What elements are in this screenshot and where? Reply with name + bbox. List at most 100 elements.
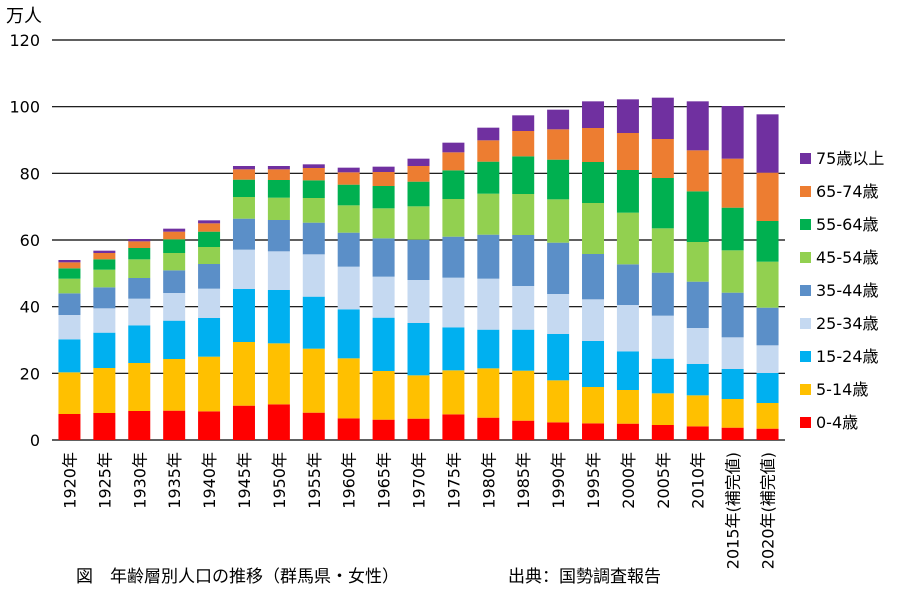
bar-segment	[477, 368, 500, 418]
x-tick-label: 2000年	[619, 452, 638, 509]
chart-caption-source: 出典：国勢調査報告	[508, 567, 661, 587]
bar-segment	[721, 292, 744, 338]
bar-segment	[547, 159, 570, 200]
bar-segment	[721, 250, 744, 293]
bar-segment	[198, 264, 221, 289]
bar-segment	[58, 414, 81, 440]
bar-segment	[616, 423, 639, 440]
x-tick-label: 1985年	[514, 452, 533, 509]
x-tick-label: 1920年	[60, 452, 79, 509]
bar-segment	[442, 170, 465, 199]
bar-segment	[372, 371, 395, 420]
bar-segment	[58, 262, 81, 269]
bar-segment	[686, 281, 709, 328]
bar-segment	[756, 345, 779, 373]
bar-segment	[512, 286, 535, 330]
bar-segment	[407, 418, 430, 440]
bar-segment	[721, 106, 744, 159]
bar-segment	[686, 426, 709, 440]
bar-segment	[163, 410, 186, 440]
bar-segment	[547, 294, 570, 334]
bar-segment	[128, 363, 151, 411]
legend-label: 5-14歳	[816, 380, 868, 399]
bar-segment	[198, 247, 221, 264]
bar-segment	[547, 380, 570, 423]
bar-segment	[198, 318, 221, 357]
bar-segment	[198, 411, 221, 440]
bar-segment	[58, 268, 81, 279]
bar-segment	[616, 170, 639, 213]
bar-segment	[163, 231, 186, 240]
bar-segment	[267, 169, 290, 180]
bar-segment	[547, 109, 570, 130]
bar-segment	[582, 341, 605, 387]
bar-segment	[267, 180, 290, 198]
y-tick-label: 20	[20, 364, 40, 383]
bar-segment	[267, 343, 290, 405]
bar-segment	[407, 206, 430, 240]
bar-segment	[198, 231, 221, 247]
bar-segment	[93, 269, 116, 288]
x-tick-label: 1945年	[235, 452, 254, 509]
bar-segment	[442, 327, 465, 371]
bar-segment	[198, 220, 221, 224]
bar-segment	[372, 208, 395, 239]
bar-segment	[337, 172, 360, 185]
bar-segment	[93, 413, 116, 440]
legend-swatch	[800, 153, 811, 164]
bar-segment	[232, 166, 255, 170]
bar-segment	[58, 293, 81, 315]
bar-segment	[756, 172, 779, 221]
y-axis: 0 20 40 60 80 100 120	[9, 31, 40, 450]
legend-label: 0-4歳	[816, 413, 858, 432]
bar-segment	[163, 320, 186, 359]
bar-segment	[686, 191, 709, 242]
bar-segment	[686, 328, 709, 364]
bar-segment	[721, 399, 744, 428]
bar-segment	[302, 164, 325, 168]
bar-segment	[58, 260, 81, 263]
bar-segment	[267, 220, 290, 252]
bar-segment	[477, 329, 500, 369]
y-tick-label: 40	[20, 298, 40, 317]
legend-swatch	[800, 186, 811, 197]
bar-segment	[232, 179, 255, 197]
legend-swatch	[800, 252, 811, 263]
bar-segment	[442, 277, 465, 328]
x-tick-label: 1990年	[549, 452, 568, 509]
bar-segment	[372, 419, 395, 440]
bar-segment	[512, 131, 535, 157]
bar-segment	[477, 161, 500, 194]
legend-label: 35-44歳	[816, 281, 879, 300]
x-tick-label: 1955年	[305, 452, 324, 509]
bar-segment	[232, 218, 255, 250]
bar-segment	[547, 129, 570, 160]
bar-segment	[267, 166, 290, 170]
bar-segment	[616, 212, 639, 265]
bar-segment	[163, 253, 186, 271]
bar-segment	[128, 411, 151, 440]
bar-segment	[372, 317, 395, 371]
bar-segment	[721, 337, 744, 369]
bar-segment	[721, 158, 744, 208]
y-tick-label: 60	[20, 231, 40, 250]
bar-segment	[232, 169, 255, 180]
bar-segment	[372, 186, 395, 209]
bar-segment	[721, 427, 744, 440]
bar-segment	[267, 404, 290, 440]
bar-segment	[198, 356, 221, 412]
x-tick-label: 1950年	[270, 452, 289, 509]
bar-segment	[337, 205, 360, 233]
x-tick-label: 1975年	[444, 452, 463, 509]
bar-segment	[302, 222, 325, 255]
bar-segment	[686, 242, 709, 282]
bar-segment	[512, 194, 535, 235]
bars	[58, 97, 779, 440]
bar-segment	[442, 152, 465, 171]
bar-segment	[651, 178, 674, 229]
x-tick-label: 1930年	[130, 452, 149, 509]
bar-segment	[128, 298, 151, 326]
bar-segment	[686, 101, 709, 151]
bar-segment	[407, 375, 430, 419]
bar-segment	[128, 241, 151, 248]
